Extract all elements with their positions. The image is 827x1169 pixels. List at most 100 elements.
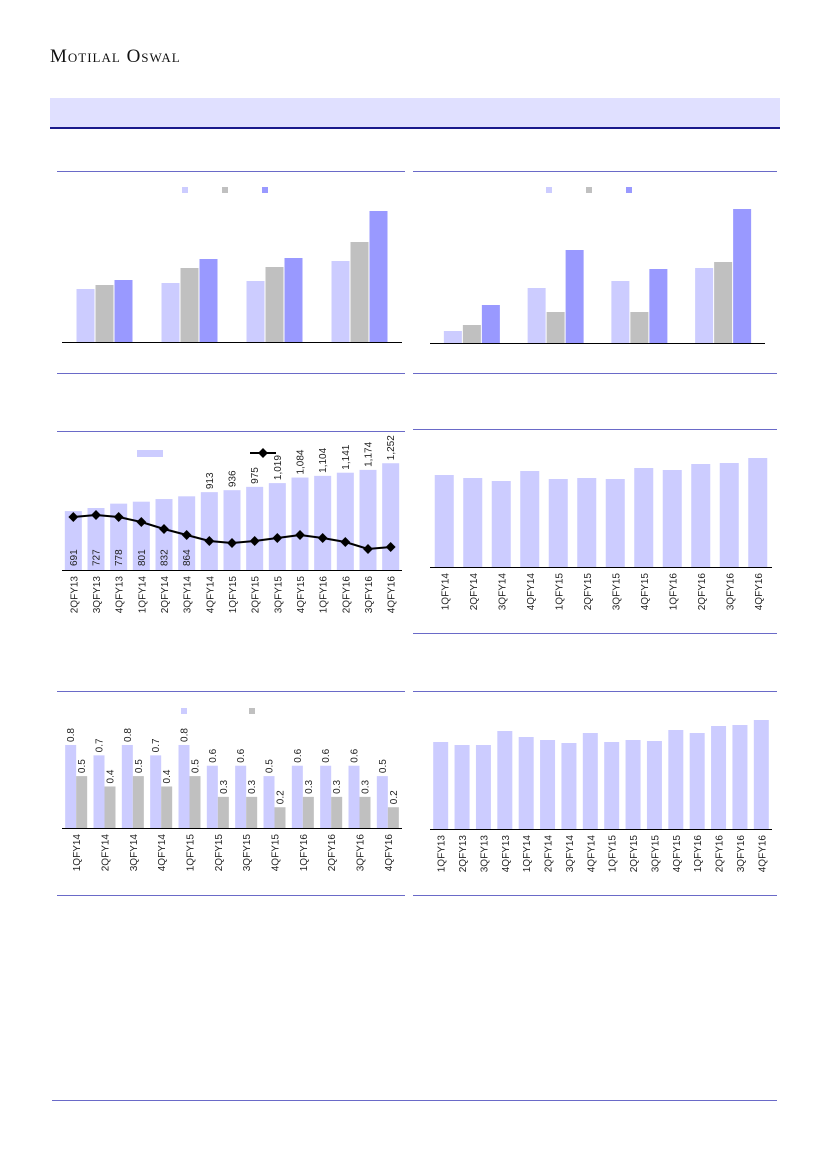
legend-marker [258, 448, 268, 458]
x-tick-label: 3QFY14 [183, 576, 194, 614]
bar [605, 479, 625, 567]
x-tick-label: 4QFY16 [754, 573, 765, 611]
bar [695, 268, 714, 343]
x-tick-label: 1QFY13 [437, 835, 448, 873]
data-label: 0.3 [219, 780, 230, 794]
legend-swatch [181, 708, 187, 714]
bar [65, 744, 77, 828]
data-label: 0.7 [95, 738, 106, 752]
x-tick-label: 4QFY15 [640, 573, 651, 611]
x-tick-label: 2QFY13 [69, 576, 80, 614]
line-point [295, 530, 305, 540]
bar [714, 262, 733, 343]
footer-rule [52, 1100, 777, 1101]
bar [178, 744, 190, 828]
bar [630, 312, 649, 343]
bar [520, 471, 540, 567]
bar [646, 741, 662, 829]
data-label: 0.5 [77, 759, 88, 773]
legend-swatch [546, 187, 552, 193]
line-point [227, 538, 237, 548]
bar [719, 463, 739, 567]
data-label: 0.3 [247, 780, 258, 794]
bar [121, 744, 133, 828]
bar [350, 242, 369, 342]
x-tick-label: 2QFY14 [160, 576, 171, 614]
legend-swatch [586, 187, 592, 193]
bar [76, 776, 88, 828]
data-label: 0.8 [180, 728, 191, 742]
bar [199, 259, 218, 342]
chart-rule [413, 429, 777, 430]
data-label: 778 [114, 549, 125, 566]
chart-2 [430, 187, 765, 344]
line-point [159, 524, 169, 534]
line-point [340, 537, 351, 547]
data-label: 0.8 [123, 728, 134, 742]
bar [291, 477, 309, 570]
x-tick-label: 4QFY15 [672, 835, 683, 873]
bar [668, 730, 684, 829]
x-tick-label: 4QFY14 [205, 576, 216, 614]
legend-swatch [137, 450, 163, 457]
bar [733, 209, 752, 343]
bar [331, 261, 350, 342]
chart-rule [413, 373, 777, 374]
bar [206, 765, 218, 828]
bar [331, 796, 343, 828]
data-label: 0.2 [276, 790, 287, 804]
bar [548, 479, 568, 567]
bar [462, 325, 481, 343]
bar [491, 481, 511, 567]
bar [93, 755, 105, 828]
bar [132, 501, 150, 570]
brand-logo: Motilal Oswal [50, 46, 181, 67]
x-tick-label: 1QFY14 [137, 576, 148, 614]
data-label: 0.5 [265, 759, 276, 773]
bar [611, 281, 630, 343]
bar [475, 745, 491, 829]
bar [246, 281, 265, 342]
data-label: 0.5 [134, 759, 145, 773]
bar [336, 472, 354, 570]
data-label: 832 [160, 549, 171, 566]
bar [263, 776, 275, 828]
bar [662, 470, 682, 567]
bar [320, 765, 332, 828]
x-tick-label: 3QFY16 [364, 576, 375, 614]
line-point [113, 512, 124, 522]
data-label: 975 [250, 467, 261, 484]
x-tick-label: 2QFY14 [469, 573, 480, 611]
bar [369, 211, 388, 342]
chart-rule [413, 633, 777, 634]
bar [376, 776, 388, 828]
data-label: 0.3 [361, 780, 372, 794]
line-point [272, 533, 283, 543]
x-tick-label: 3QFY13 [479, 835, 490, 873]
x-tick-label: 3QFY13 [92, 576, 103, 614]
bar [443, 331, 462, 343]
bar [200, 492, 218, 570]
line-point [68, 512, 79, 522]
bar [753, 720, 769, 829]
data-label: 936 [228, 470, 239, 487]
chart-rule [57, 895, 405, 896]
data-label: 691 [69, 549, 80, 566]
data-label: 0.6 [350, 748, 361, 762]
chart-rule [413, 895, 777, 896]
legend-swatch [262, 187, 268, 193]
x-tick-label: 2QFY16 [697, 573, 708, 611]
x-tick-label: 4QFY13 [501, 835, 512, 873]
data-label: 1,019 [273, 455, 284, 480]
data-label: 0.8 [66, 728, 77, 742]
bar [87, 508, 105, 570]
x-tick-label: 4QFY13 [115, 576, 126, 614]
bar [268, 483, 286, 570]
chart-rule [57, 171, 405, 172]
line-point [385, 542, 396, 552]
x-tick-label: 2QFY13 [458, 835, 469, 873]
bar [359, 796, 371, 828]
legend-swatch [626, 187, 632, 193]
data-label: 0.7 [151, 738, 162, 752]
